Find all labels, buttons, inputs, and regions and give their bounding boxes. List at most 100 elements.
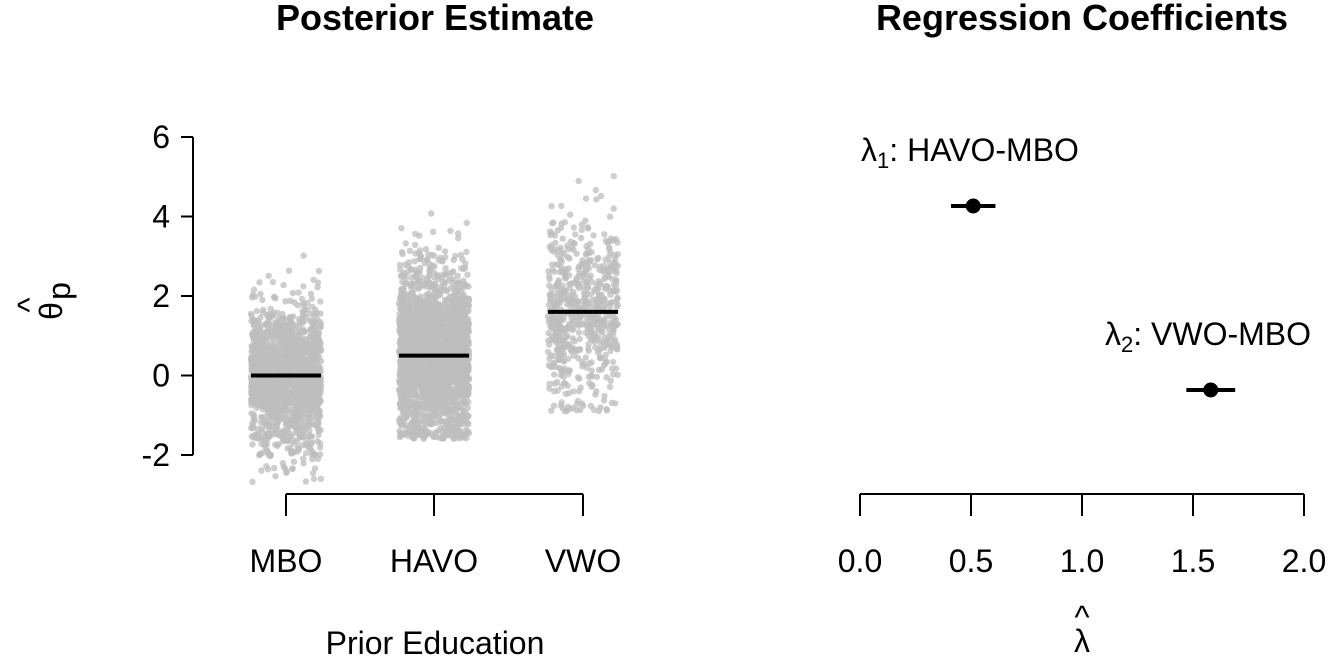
jitter-point (413, 421, 420, 428)
jitter-point (317, 426, 324, 434)
jitter-point (264, 436, 271, 443)
jitter-point (606, 213, 614, 220)
jitter-point (250, 390, 257, 397)
jitter-point (408, 345, 415, 352)
x-tick-label: 0.0 (838, 543, 882, 579)
jitter-point (421, 318, 428, 325)
jitter-point (442, 254, 449, 261)
jitter-point (431, 320, 438, 327)
jitter-point (565, 292, 572, 299)
jitter-point (577, 234, 585, 242)
jitter-point (402, 240, 409, 247)
jitter-point (419, 389, 426, 396)
jitter-point (273, 414, 281, 422)
jitter-point (397, 362, 404, 370)
jitter-point (300, 431, 307, 438)
jitter-point (548, 261, 556, 268)
jitter-point (614, 262, 622, 270)
jitter-point (578, 358, 585, 366)
jitter-point (584, 225, 592, 232)
jitter-point (574, 280, 581, 287)
jitter-point (600, 303, 607, 310)
jitter-point (606, 259, 614, 267)
jitter-point (560, 373, 567, 381)
jitter-point (590, 232, 597, 239)
y-tick-label: -2 (142, 437, 170, 473)
jitter-point (460, 333, 467, 340)
jitter-point (287, 297, 294, 304)
jitter-point (452, 396, 459, 403)
x-tick-label: 1.5 (1171, 543, 1215, 579)
jitter-point (442, 345, 449, 353)
jitter-point (558, 267, 565, 274)
jitter-point (460, 294, 468, 301)
jitter-point (554, 227, 561, 234)
jitter-point (396, 318, 403, 325)
jitter-point (264, 387, 272, 395)
jitter-point (576, 375, 583, 382)
y-axis-label-symbol: θ (33, 302, 69, 320)
jitter-point (415, 412, 422, 419)
jitter-point (444, 269, 451, 277)
jitter-point (249, 441, 256, 448)
y-tick-label: 2 (152, 278, 170, 314)
jitter-point (420, 282, 427, 289)
jitter-point (588, 383, 595, 390)
jitter-point (597, 340, 604, 347)
jitter-point (248, 377, 255, 384)
jitter-point (575, 177, 582, 185)
jitter-point (301, 384, 309, 392)
jitter-point (288, 390, 295, 397)
jitter-point (427, 356, 434, 364)
jitter-point (289, 289, 297, 297)
jitter-point (429, 228, 437, 235)
jitter-point (546, 380, 553, 387)
jitter-point (417, 299, 425, 307)
jitter-point (449, 303, 456, 311)
jitter-point (447, 227, 454, 235)
jitter-point (283, 468, 290, 475)
jitter-point (582, 354, 589, 361)
jitter-point (416, 311, 423, 319)
jitter-point (317, 345, 324, 353)
jitter-point (458, 405, 465, 412)
jitter-point (253, 307, 260, 315)
jitter-point (439, 278, 446, 286)
jitter-point (426, 394, 433, 401)
jitter-point (465, 283, 472, 290)
jitter-point (398, 248, 406, 256)
jitter-point (432, 328, 440, 335)
jitter-point (611, 338, 619, 345)
coefficient-label: λ1: HAVO-MBO (861, 132, 1079, 173)
jitter-point (289, 409, 297, 416)
jitter-point (312, 306, 319, 313)
jitter-point (460, 284, 467, 291)
jitter-point (452, 407, 459, 414)
jitter-point (613, 303, 620, 311)
jitter-point (411, 258, 418, 265)
jitter-point (314, 422, 321, 429)
jitter-point (549, 324, 556, 331)
jitter-point (427, 310, 434, 318)
jitter-point (595, 254, 602, 262)
jitter-point (410, 372, 417, 379)
jitter-point (568, 345, 575, 352)
jitter-point (287, 334, 295, 341)
jitter-point (414, 346, 421, 353)
jitter-point (558, 344, 566, 351)
jitter-point (309, 367, 317, 374)
jitter-point (402, 280, 409, 287)
jitter-point (438, 329, 445, 336)
jitter-point (284, 445, 291, 452)
jitter-point (465, 302, 473, 309)
jitter-point (281, 432, 288, 440)
jitter-point (437, 283, 444, 291)
jitter-point (317, 298, 324, 305)
jitter-point (608, 321, 616, 329)
jitter-point (610, 236, 617, 244)
jitter-point (315, 431, 322, 439)
jitter-point (317, 310, 324, 317)
jitter-point (419, 325, 426, 333)
jitter-point (448, 425, 455, 432)
jitter-point (412, 319, 419, 326)
